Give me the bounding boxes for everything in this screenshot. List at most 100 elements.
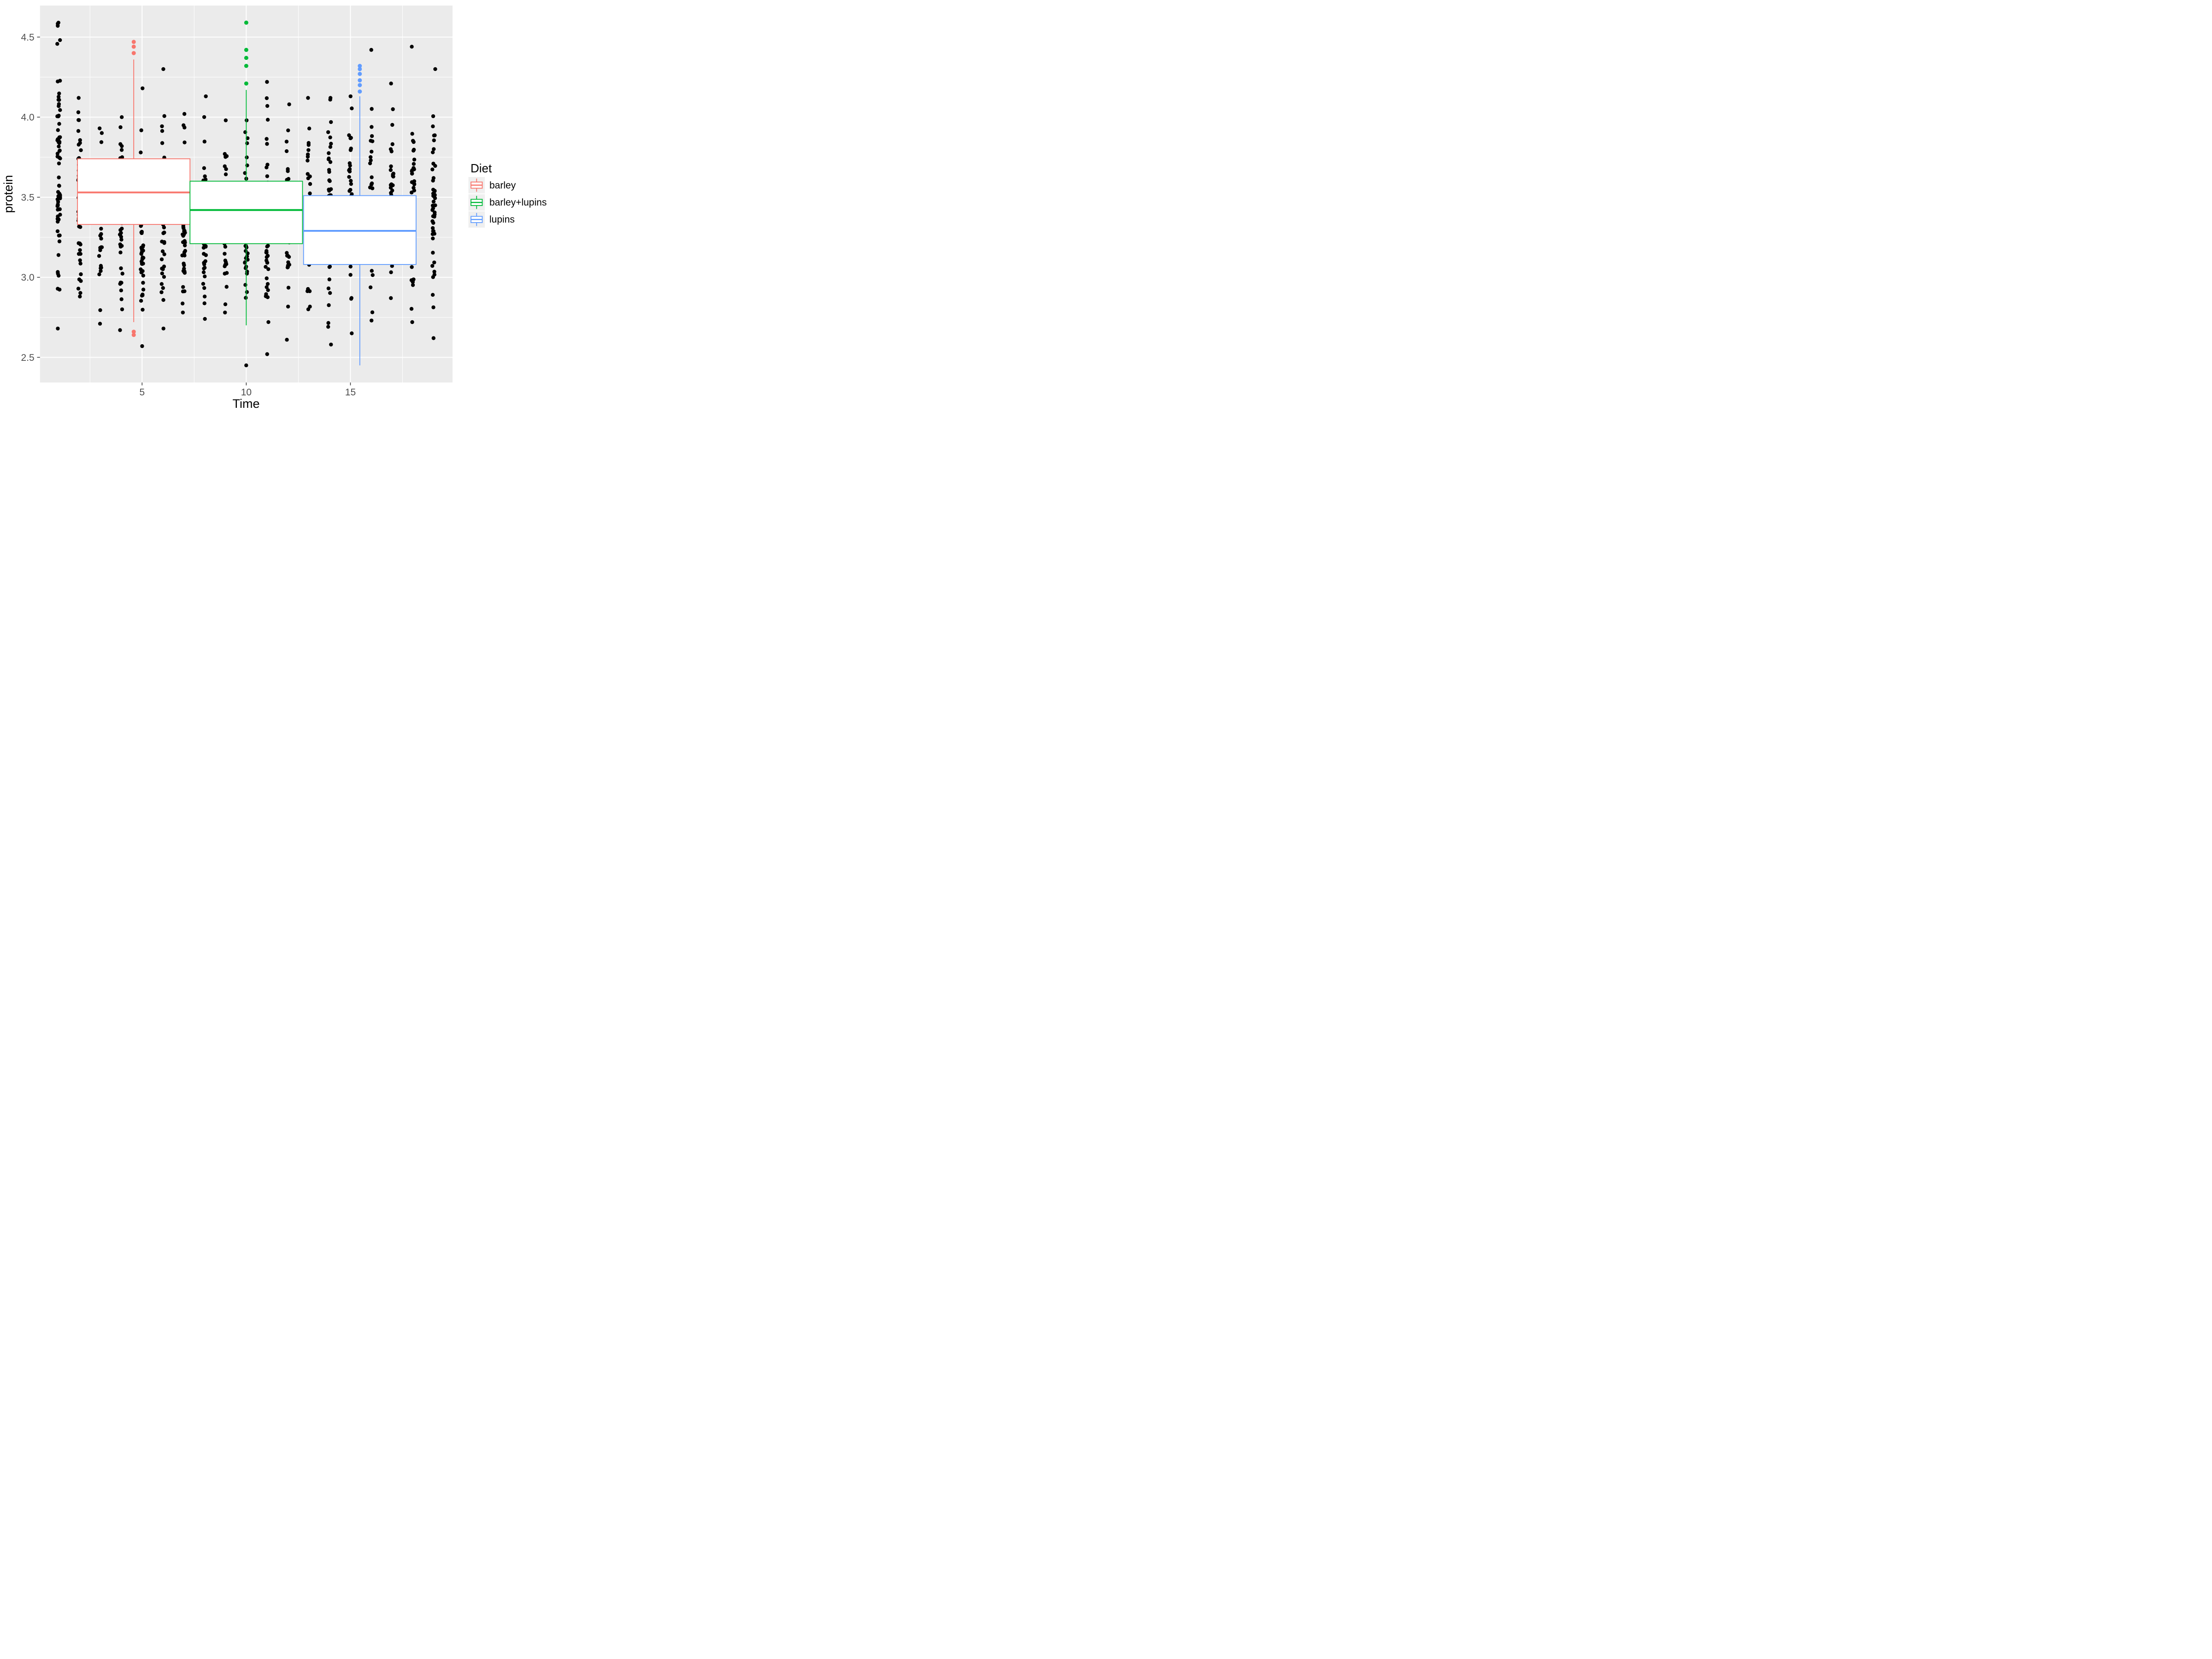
- jitter-point: [97, 126, 102, 130]
- jitter-point: [410, 132, 414, 136]
- jitter-point: [224, 271, 229, 275]
- jitter-point: [432, 272, 436, 277]
- jitter-point: [284, 140, 289, 144]
- jitter-point: [98, 322, 102, 326]
- jitter-point: [306, 148, 311, 152]
- jitter-point: [120, 307, 124, 312]
- jitter-point: [348, 179, 353, 183]
- jitter-point: [286, 286, 291, 290]
- jitter-point: [286, 260, 290, 265]
- jitter-point: [265, 285, 269, 289]
- jitter-point: [97, 254, 101, 258]
- jitter-point: [326, 130, 330, 134]
- jitter-point: [368, 161, 372, 165]
- jitter-point: [202, 301, 206, 306]
- jitter-point: [431, 176, 436, 180]
- jitter-point: [162, 252, 166, 256]
- outlier-point-barley: [131, 40, 136, 44]
- legend-label-barley: barley: [489, 180, 516, 191]
- jitter-point: [431, 188, 435, 192]
- outlier-point-lupins: [358, 64, 362, 68]
- outlier-point-barley+lupins: [244, 64, 248, 68]
- jitter-point: [99, 236, 103, 241]
- jitter-point: [181, 285, 185, 289]
- jitter-point: [56, 22, 60, 26]
- jitter-point: [223, 152, 227, 156]
- jitter-point: [245, 141, 249, 146]
- jitter-point: [56, 214, 60, 218]
- jitter-point: [389, 270, 393, 274]
- legend: Diet barley barley+lupins lupins: [468, 161, 547, 228]
- jitter-point: [57, 273, 61, 278]
- jitter-point: [349, 297, 353, 301]
- jitter-point: [433, 164, 437, 168]
- jitter-point: [56, 270, 60, 274]
- jitter-point: [76, 96, 81, 100]
- jitter-point: [182, 112, 187, 116]
- jitter-point: [182, 266, 186, 271]
- jitter-point: [411, 280, 415, 284]
- jitter-point: [265, 142, 269, 146]
- jitter-point: [265, 282, 270, 286]
- jitter-point: [160, 124, 164, 129]
- jitter-point: [286, 305, 290, 309]
- jitter-point: [224, 118, 228, 123]
- boxplot-barley+lupins: [189, 20, 303, 325]
- jitter-point: [55, 152, 60, 156]
- x-tick-label: 5: [139, 387, 145, 398]
- jitter-point: [161, 326, 165, 331]
- jitter-point: [412, 186, 416, 190]
- jitter-point: [265, 244, 269, 249]
- jitter-point: [162, 230, 166, 235]
- ggplot-figure: 5 10 15 2.5 3.0 3.5 4.0 4.5 Time protein Diet b…: [0, 0, 553, 415]
- jitter-point: [56, 326, 60, 331]
- jitter-point: [57, 233, 61, 238]
- jitter-point: [431, 191, 435, 196]
- jitter-point: [410, 45, 414, 49]
- jitter-point: [430, 232, 435, 236]
- jitter-point: [265, 276, 269, 281]
- jitter-point: [368, 285, 373, 289]
- jitter-point: [265, 118, 270, 122]
- jitter-point: [79, 272, 83, 276]
- jitter-point: [120, 115, 124, 119]
- jitter-point: [139, 224, 143, 228]
- jitter-point: [348, 273, 353, 277]
- jitter-point: [308, 182, 312, 186]
- jitter-point: [141, 307, 145, 312]
- jitter-point: [266, 320, 271, 324]
- legend-label-lupins: lupins: [489, 214, 515, 225]
- jitter-point: [76, 287, 81, 291]
- jitter-point: [78, 294, 82, 299]
- boxplots: [77, 20, 417, 365]
- jitter-point: [308, 305, 312, 309]
- jitter-point: [57, 175, 61, 180]
- jitter-point: [97, 272, 101, 276]
- jitter-point: [266, 267, 271, 271]
- jitter-point: [431, 236, 435, 241]
- jitter-point: [160, 271, 165, 276]
- jitter-point: [119, 237, 124, 242]
- jitter-point: [141, 281, 145, 285]
- jitter-point: [432, 147, 436, 151]
- y-tick-label: 4.5: [21, 32, 35, 43]
- jitter-point: [390, 142, 394, 147]
- jitter-point: [370, 175, 374, 179]
- jitter-point: [118, 250, 123, 255]
- jitter-point: [306, 172, 310, 176]
- jitter-point: [432, 260, 436, 265]
- jitter-point: [120, 155, 124, 159]
- jitter-point: [141, 292, 145, 297]
- jitter-point: [118, 125, 123, 129]
- jitter-point: [160, 249, 165, 253]
- jitter-point: [412, 147, 416, 152]
- jitter-point: [369, 48, 373, 52]
- jitter-point: [390, 264, 394, 268]
- outlier-point-barley: [131, 51, 136, 55]
- jitter-point: [56, 219, 60, 224]
- jitter-point: [246, 258, 250, 262]
- jitter-point: [201, 270, 206, 275]
- jitter-point: [141, 288, 146, 292]
- jitter-point: [265, 352, 269, 356]
- jitter-point: [98, 308, 102, 312]
